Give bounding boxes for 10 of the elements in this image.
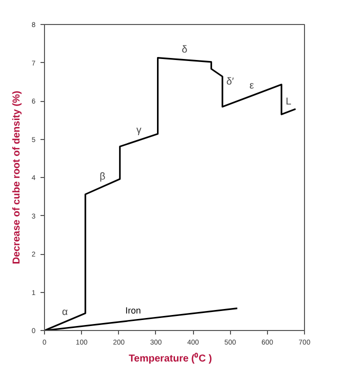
- annotation: δ: [182, 44, 188, 56]
- annotation: ε: [250, 80, 255, 92]
- annotation: β: [100, 172, 106, 183]
- annotation: γ: [136, 125, 142, 136]
- x-axis-title: Temperature (⁰C ): [128, 352, 212, 364]
- annotation: α: [62, 306, 68, 318]
- annotation: δ′: [226, 76, 234, 88]
- annotation: L: [286, 96, 292, 108]
- series-label: Iron: [125, 305, 141, 316]
- y-axis-title: Decrease of cube root of density (%): [12, 90, 23, 264]
